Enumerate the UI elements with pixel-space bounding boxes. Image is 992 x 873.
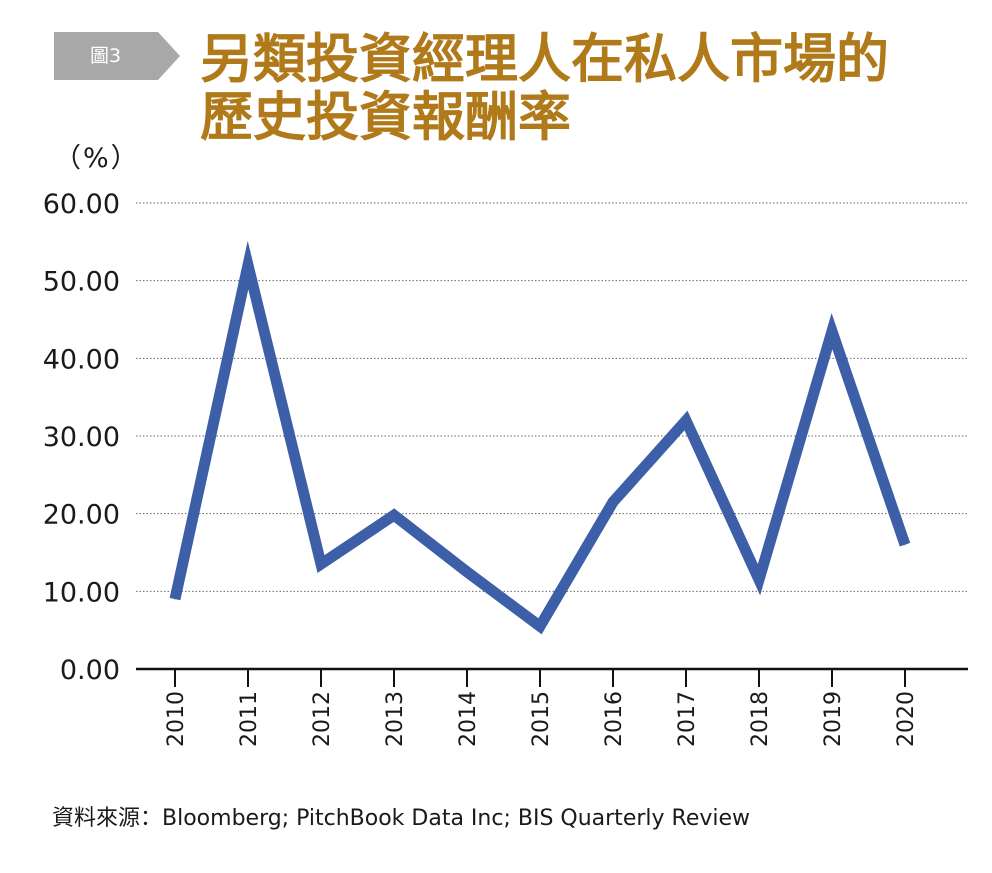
x-tick-label: 2012: [310, 691, 335, 747]
series-line: [169, 240, 911, 635]
figure-badge: 圖3: [54, 32, 180, 80]
source-label: 資料來源：: [52, 806, 163, 831]
data-point: [174, 598, 176, 600]
x-tick-label: 2016: [602, 691, 627, 747]
data-point: [539, 625, 541, 627]
y-tick-label: 10.00: [43, 577, 120, 608]
data-point: [758, 579, 760, 581]
x-tick-label: 2020: [894, 691, 919, 747]
x-tick-label: 2013: [383, 691, 408, 747]
y-tick-label: 20.00: [43, 500, 120, 531]
y-tick-label: 0.00: [60, 655, 120, 686]
y-tick-label: 60.00: [43, 189, 120, 220]
y-tick-label: 40.00: [43, 344, 120, 375]
source-text: Bloomberg; PitchBook Data Inc; BIS Quart…: [162, 806, 751, 831]
data-point: [466, 571, 468, 573]
x-tick-label: 2014: [456, 691, 481, 747]
chart-title-line-1: 另類投資經理人在私人市場的: [200, 28, 889, 90]
source-note: 資料來源：Bloomberg; PitchBook Data Inc; BIS …: [52, 800, 750, 832]
data-point: [685, 419, 687, 421]
data-point: [393, 514, 395, 516]
data-point: [831, 330, 833, 332]
y-axis-unit: （%）: [54, 143, 140, 174]
x-tick-label: 2017: [675, 691, 700, 747]
x-tick-labels: 2010 2011 2012 2013 2014 2015 2016 2017 2018 2019…: [164, 691, 919, 747]
data-point: [247, 264, 249, 266]
x-tick-label: 2018: [748, 691, 773, 747]
gridlines: [136, 202, 968, 592]
data-point: [612, 501, 614, 503]
x-tick-label: 2010: [164, 691, 189, 747]
badge-arrow-shape: [54, 32, 180, 80]
data-series: [169, 240, 911, 635]
chart-title-line-2: 歷史投資報酬率: [200, 86, 571, 148]
chart-title: 另類投資經理人在私人市場的 歷史投資報酬率: [200, 30, 960, 146]
y-tick-label: 50.00: [43, 267, 120, 298]
x-tick-label: 2011: [237, 691, 262, 747]
data-point: [320, 563, 322, 565]
y-tick-labels: 0.00 10.00 20.00 30.00 40.00 50.00 60.00: [43, 189, 120, 686]
figure-number: 圖3: [90, 45, 122, 67]
x-tick-label: 2019: [821, 691, 846, 747]
y-tick-label: 30.00: [43, 422, 120, 453]
axes: [136, 667, 968, 687]
data-point: [904, 544, 906, 546]
x-tick-label: 2015: [529, 691, 554, 747]
